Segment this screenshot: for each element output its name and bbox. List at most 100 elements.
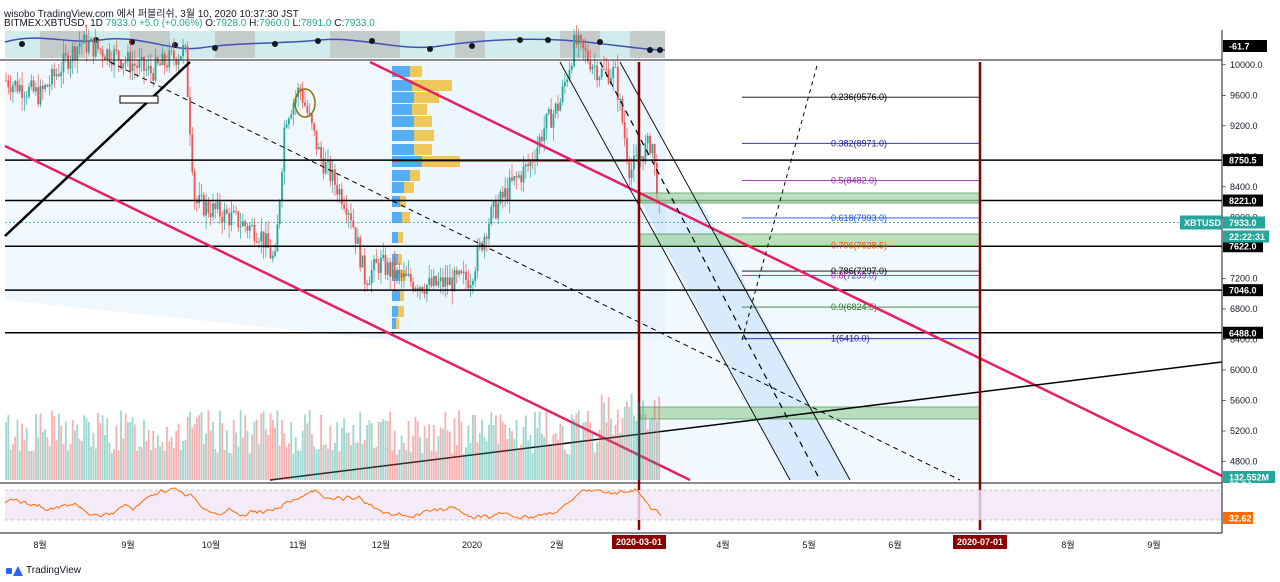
volume-bar bbox=[490, 412, 493, 480]
volume-bar bbox=[386, 421, 389, 480]
channel-lower-line[interactable] bbox=[4, 144, 691, 482]
volume-bar bbox=[366, 425, 368, 480]
volume-bar bbox=[478, 432, 481, 480]
candle-body bbox=[449, 277, 451, 286]
volume-bar bbox=[232, 420, 235, 480]
candle-body bbox=[543, 128, 546, 142]
volume-profile-bar bbox=[412, 80, 452, 91]
falling-channel-lower[interactable] bbox=[619, 61, 851, 481]
candle-body bbox=[478, 242, 481, 247]
candle-body bbox=[16, 80, 19, 92]
volume-bar bbox=[299, 450, 302, 480]
volume-profile-bar bbox=[414, 116, 432, 127]
candle-body bbox=[547, 109, 550, 114]
volume-bar bbox=[60, 425, 63, 480]
volume-bar bbox=[136, 450, 138, 480]
candle-body bbox=[646, 135, 649, 144]
volume-bar bbox=[485, 441, 488, 480]
candle-body bbox=[168, 50, 171, 68]
candle-body bbox=[465, 271, 467, 280]
volume-bar bbox=[481, 419, 483, 480]
candle-body bbox=[299, 87, 302, 90]
candle-body bbox=[626, 138, 628, 161]
candle-body bbox=[51, 68, 53, 85]
volume-bar bbox=[430, 450, 433, 480]
volume-bar bbox=[92, 432, 95, 480]
month-label: 4월 bbox=[716, 539, 729, 550]
candle-body bbox=[377, 263, 380, 274]
candle-body bbox=[524, 164, 527, 167]
candle-body bbox=[140, 56, 143, 61]
last-price: 7933.0 bbox=[105, 18, 137, 29]
candle-body bbox=[352, 220, 355, 228]
volume-profile-bar bbox=[400, 290, 404, 301]
publish-line: wisobo TradingView.com 에서 퍼블리쉬, 3월 10, 2… bbox=[4, 9, 299, 20]
price-tick-label: 6400.0 bbox=[1230, 334, 1258, 344]
candle-body bbox=[386, 262, 389, 275]
volume-bar bbox=[290, 421, 293, 480]
volume-bar bbox=[156, 435, 159, 480]
rebound-projection[interactable] bbox=[741, 61, 819, 341]
volume-bar bbox=[322, 445, 325, 480]
volume-bar bbox=[14, 436, 17, 480]
volume-bar bbox=[294, 436, 297, 480]
volume-bar bbox=[69, 444, 72, 480]
falling-channel-mid[interactable] bbox=[599, 61, 821, 481]
channel-upper-line[interactable] bbox=[369, 60, 1223, 478]
volume-bar bbox=[446, 429, 449, 480]
candle-body bbox=[74, 46, 76, 60]
volume-bar bbox=[221, 423, 224, 480]
volume-bar bbox=[646, 429, 649, 480]
candle-body bbox=[550, 109, 552, 128]
candle-body bbox=[423, 291, 426, 294]
volume-bar bbox=[283, 433, 286, 480]
falling-channel-upper[interactable] bbox=[559, 61, 791, 481]
candle-body bbox=[633, 155, 635, 170]
candle-body bbox=[320, 147, 322, 159]
volume-bar bbox=[271, 419, 274, 480]
candle-body bbox=[416, 288, 419, 291]
volume-bar bbox=[518, 448, 520, 480]
volume-bar bbox=[577, 410, 580, 480]
strip-dot bbox=[647, 47, 653, 53]
volume-bar bbox=[439, 427, 442, 480]
level-badge bbox=[1223, 154, 1263, 167]
volume-bar bbox=[78, 438, 81, 480]
candle-body bbox=[564, 82, 566, 87]
candle-body bbox=[472, 280, 474, 285]
annotation-box[interactable] bbox=[119, 95, 159, 104]
volume-bar bbox=[317, 449, 320, 480]
candle-body bbox=[430, 278, 433, 286]
volume-bar bbox=[639, 414, 642, 480]
tradingview-footer[interactable]: TradingView bbox=[6, 565, 81, 576]
candle-body bbox=[23, 97, 26, 98]
candle-body bbox=[122, 63, 125, 68]
candle-body bbox=[499, 191, 502, 204]
volume-bar bbox=[281, 420, 283, 480]
candle-body bbox=[67, 55, 69, 69]
candle-body bbox=[159, 63, 161, 66]
volume-bar bbox=[442, 428, 444, 480]
volume-bar bbox=[407, 420, 410, 480]
volume-profile-bar bbox=[392, 290, 400, 301]
volume-bar bbox=[607, 397, 610, 480]
candle-body bbox=[607, 69, 610, 84]
long-trendline[interactable] bbox=[269, 361, 1223, 481]
volume-bar bbox=[538, 411, 541, 480]
candle-body bbox=[531, 161, 534, 163]
dashed-trendline[interactable] bbox=[109, 61, 961, 481]
volume-bar bbox=[267, 435, 270, 480]
level-badge-label: 6488.0 bbox=[1229, 328, 1257, 338]
volume-bar bbox=[83, 415, 86, 480]
volume-profile-bar bbox=[392, 212, 402, 223]
volume-bar bbox=[653, 399, 656, 480]
volume-profile-bar bbox=[400, 196, 406, 207]
candle-body bbox=[577, 35, 580, 45]
volume-bar bbox=[32, 450, 35, 480]
rising-support-line[interactable] bbox=[4, 61, 191, 237]
candle-body bbox=[557, 103, 559, 111]
highlight-ellipse[interactable] bbox=[294, 88, 316, 118]
price-tick-label: 6800.0 bbox=[1230, 304, 1258, 314]
volume-bar bbox=[455, 444, 458, 480]
